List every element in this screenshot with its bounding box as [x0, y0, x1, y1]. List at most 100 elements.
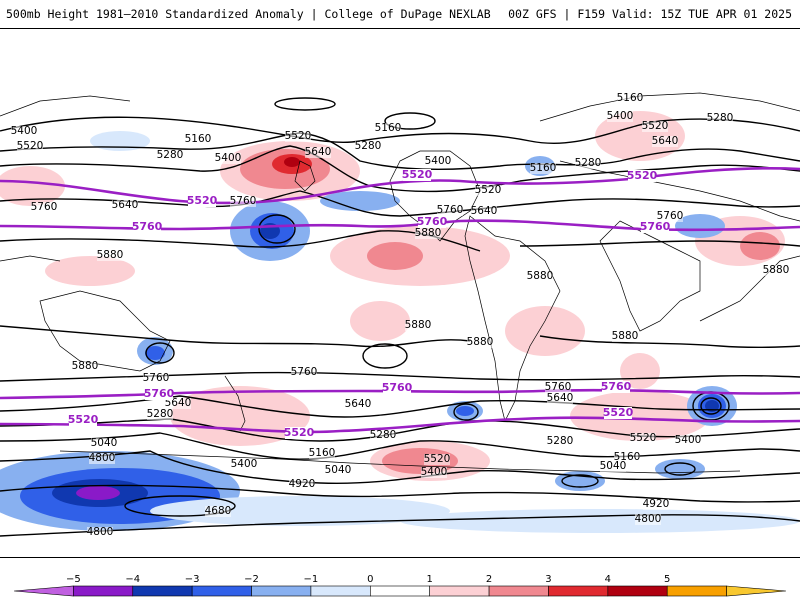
colorbar-tick-label: −2	[244, 574, 259, 585]
contour-label-bg	[630, 433, 656, 444]
contour-label: 5040	[325, 464, 352, 476]
contour-label: 5640	[652, 135, 679, 147]
contour-label: 5160	[185, 133, 212, 145]
highlight-contour-label: 5760	[601, 380, 632, 393]
contour-label-bg	[289, 479, 315, 490]
contour-label-bg	[215, 153, 241, 164]
contour-label-bg	[87, 527, 113, 538]
contour-label-bg	[157, 150, 183, 161]
model-run-info: 00Z GFS | F159 Valid: 15Z TUE APR 01 202…	[508, 7, 792, 21]
map-panel: 5160 5400 5520 5280 5640 5400 5520 5160 5520 5640…	[0, 28, 800, 558]
contour-label: 5520	[17, 140, 44, 152]
colorbar-tick-label: 2	[486, 574, 492, 585]
contour-label: 5520	[285, 130, 312, 142]
highlight-label-bg	[641, 221, 669, 233]
contour-label-bg	[291, 367, 317, 378]
contour-label-bg	[375, 123, 401, 134]
contour-label: 5760	[31, 201, 58, 213]
highlight-contour-label: 5760	[132, 220, 163, 233]
contour-label: 5760	[437, 204, 464, 216]
contour-label-bg	[527, 271, 553, 282]
contour-label-bg	[11, 126, 37, 137]
contour-label-bg	[97, 250, 123, 261]
contour-label-bg	[475, 185, 501, 196]
colorbar-swatch	[132, 585, 193, 597]
contour-label-bg	[17, 141, 43, 152]
contour-label-bg	[112, 200, 138, 211]
colorbar-tick-label: 1	[427, 574, 433, 585]
contour-label-bg	[575, 158, 601, 169]
contour-label-bg	[547, 436, 573, 447]
contour-label: 5880	[97, 249, 124, 261]
contour-label-bg	[652, 136, 678, 147]
contour-label: 5280	[147, 408, 174, 420]
contour-label-bg	[642, 121, 668, 132]
colorbar: −5 −4 −3 −2 −1 0 1 2 3 4 5	[0, 570, 800, 600]
contour-label: 5160	[309, 447, 336, 459]
contour-label: 5280	[370, 429, 397, 441]
contour-label: 5520	[475, 184, 502, 196]
contour-label-bg	[635, 514, 661, 525]
contour-label: 5280	[707, 112, 734, 124]
contour-label: 5640	[547, 392, 574, 404]
highlight-label-bg	[133, 221, 161, 233]
colorbar-swatch	[191, 585, 252, 597]
contour-label-bg	[309, 448, 335, 459]
colorbar-swatch	[429, 585, 490, 597]
contour-label: 5760	[230, 195, 257, 207]
highlight-contour-label: 5520	[284, 426, 315, 439]
contour-label: 4920	[643, 498, 670, 510]
contour-label-bg	[425, 156, 451, 167]
contour-label-bg	[31, 202, 57, 213]
colorbar-svg: −5 −4 −3 −2 −1 0 1 2 3 4 5	[13, 574, 787, 597]
colorbar-tick-label: 4	[605, 574, 611, 585]
contour-label: 5880	[527, 270, 554, 282]
highlight-contour-label: 5760	[417, 215, 448, 228]
contour-label: 5400	[215, 152, 242, 164]
contour-label-bg	[415, 228, 441, 239]
contour-label: 5280	[355, 140, 382, 152]
contour-label: 5880	[72, 360, 99, 372]
contour-label: 4800	[87, 526, 114, 538]
contour-label-bg	[205, 506, 231, 517]
highlight-label-bg	[628, 170, 656, 182]
contour-label-bg	[305, 147, 331, 158]
highlight-contour-label: 5520	[603, 406, 634, 419]
contour-label-bg	[675, 435, 701, 446]
contour-label: 4920	[289, 478, 316, 490]
highlight-label-bg	[604, 407, 632, 419]
highlight-contour-label: 5760	[640, 220, 671, 233]
contour-label: 5640	[345, 398, 372, 410]
highlight-contour-label: 5520	[187, 194, 218, 207]
contour-label-bg	[617, 93, 643, 104]
highlight-contour-label: 5520	[627, 169, 658, 182]
contour-label: 5400	[425, 155, 452, 167]
contour-label: 5640	[471, 205, 498, 217]
contour-label: 5160	[375, 122, 402, 134]
contour-label-bg	[405, 320, 431, 331]
colorbar-swatch	[488, 585, 549, 597]
contour-label-bg	[345, 399, 371, 410]
contour-label-bg	[143, 373, 169, 384]
highlight-contour-label: 5520	[402, 168, 433, 181]
contour-label: 5280	[547, 435, 574, 447]
contour-label: 5520	[424, 453, 451, 465]
colorbar-tick-label: −3	[185, 574, 200, 585]
highlight-label-bg	[188, 195, 216, 207]
contour-label: 5400	[421, 466, 448, 478]
contour-label: 5400	[11, 125, 38, 137]
contour-label: 4800	[635, 513, 662, 525]
contour-label: 5520	[642, 120, 669, 132]
contour-label: 5400	[607, 110, 634, 122]
contour-label-bg	[437, 205, 463, 216]
highlight-contour-label: 5760	[382, 381, 413, 394]
contour-label: 5760	[545, 381, 572, 393]
contour-label: 4680	[205, 505, 232, 517]
contour-label: 5400	[675, 434, 702, 446]
colorbar-tick-label: 0	[367, 574, 373, 585]
highlight-label-bg	[383, 382, 411, 394]
contour-label-bg	[424, 454, 450, 465]
contour-label-bg	[147, 409, 173, 420]
